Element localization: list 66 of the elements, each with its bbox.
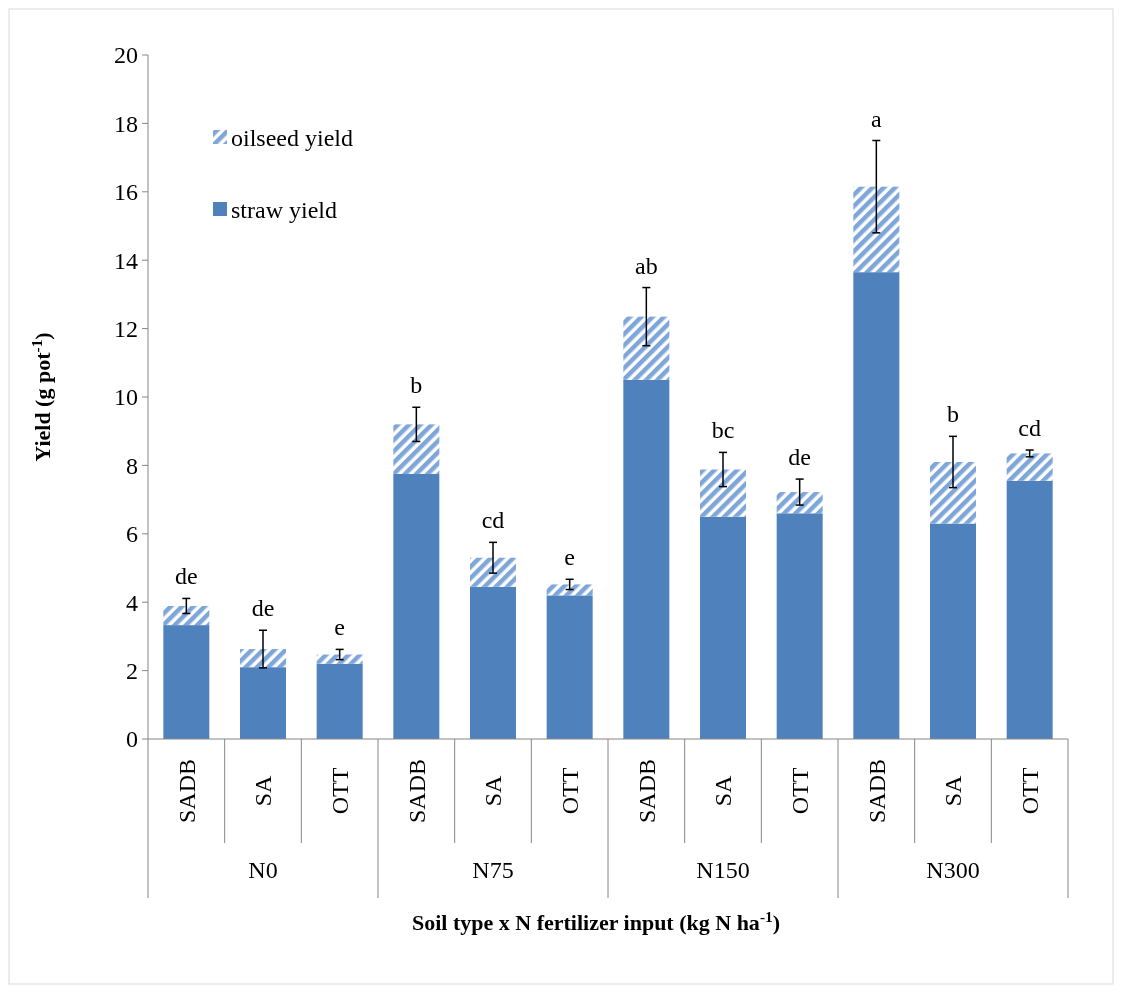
y-tick-label: 18 (114, 110, 138, 137)
bar (853, 186, 900, 273)
annotation: bc (711, 417, 735, 444)
x-tick-label: SA (250, 775, 277, 807)
bar (930, 523, 976, 739)
bar (163, 605, 210, 626)
annotation: e (564, 544, 575, 571)
y-tick-label: 0 (126, 726, 138, 753)
x-tick-label: SA (710, 775, 737, 807)
x-tick-label: SADB (173, 758, 200, 824)
text: N0 (248, 857, 278, 884)
annotation: e (334, 614, 345, 641)
x-axis-title: Soil type x N fertilizer input (kg N ha$^{-1}$) (411, 907, 781, 935)
annotation: de (251, 595, 275, 622)
annotation: b (947, 401, 959, 428)
bar (700, 516, 746, 739)
bar (623, 316, 670, 380)
annotation: a (871, 105, 883, 132)
bar (546, 584, 593, 596)
x-tick-label: OTT (1017, 767, 1044, 815)
y-tick-label: 16 (114, 179, 138, 206)
x-tick-label: OTT (557, 767, 584, 815)
y-tick-label: 14 (114, 247, 138, 274)
bar (623, 379, 670, 739)
bar (393, 424, 440, 474)
bar (776, 492, 823, 514)
y-tick-label: 2 (126, 658, 138, 684)
annotation: de (788, 444, 811, 471)
x-tick-label: SADB (633, 758, 660, 824)
y-tick-label: 10 (114, 384, 138, 411)
bar (240, 667, 286, 739)
bar (776, 513, 823, 739)
bar (393, 473, 440, 739)
text: N150 (696, 857, 750, 884)
bar (240, 649, 286, 668)
y-tick-label: 20 (114, 42, 138, 69)
y-tick-label: 6 (126, 521, 138, 548)
y-tick-label: 4 (126, 589, 138, 616)
annotation: cd (481, 507, 505, 534)
bar (316, 654, 363, 664)
text: N75 (472, 857, 514, 884)
legend-label: straw yield (231, 197, 337, 224)
annotation: cd (1018, 415, 1041, 442)
annotation: ab (635, 252, 658, 279)
x-tick-label: SA (480, 775, 507, 807)
legend-label: oilseed yield (231, 125, 353, 152)
bar (470, 557, 516, 587)
y-tick-label: 8 (126, 452, 138, 479)
x-tick-label: SADB (403, 758, 430, 824)
bar (316, 663, 363, 739)
bar (546, 595, 593, 739)
bar (700, 469, 746, 517)
x-tick-label: SADB (863, 758, 890, 824)
x-tick-label: OTT (327, 767, 354, 815)
annotation: de (175, 563, 198, 590)
bar (1006, 453, 1053, 481)
bar (470, 586, 516, 739)
y-tick-label: 12 (114, 316, 138, 342)
x-tick-label: SA (940, 775, 967, 807)
bar (163, 625, 210, 739)
bar (853, 272, 900, 739)
annotation: b (410, 372, 423, 399)
text: N300 (926, 857, 980, 884)
bar (930, 461, 976, 524)
x-tick-label: OTT (787, 767, 814, 815)
bar (1006, 480, 1053, 739)
